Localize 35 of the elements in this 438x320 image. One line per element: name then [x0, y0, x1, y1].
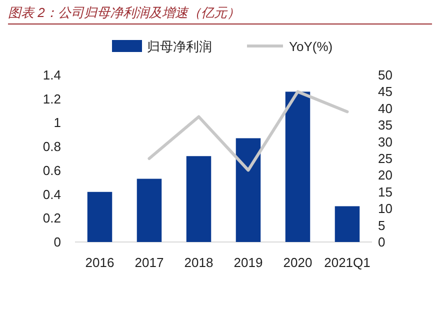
- line-series: [148, 90, 349, 172]
- chart-title: 图表 2：公司归母净利润及增速（亿元）: [8, 5, 240, 20]
- y-tick-label: 0.2: [42, 210, 61, 226]
- y-tick-label: 0.4: [42, 186, 61, 202]
- legend-label: YoY(%): [289, 39, 333, 54]
- bar: [87, 192, 112, 242]
- y2-tick-label: 10: [378, 201, 392, 216]
- x-tick-label: 2018: [184, 255, 214, 270]
- y2-tick-label: 20: [378, 168, 392, 183]
- bar: [236, 138, 261, 242]
- y2-tick-label: 40: [378, 100, 392, 116]
- x-tick-label: 2021Q1: [324, 255, 370, 270]
- y2-tick-label: 50: [378, 68, 392, 82]
- x-tick-label: 2019: [234, 255, 263, 270]
- legend-label: 归母净利润: [147, 39, 212, 54]
- y-tick-label: 1: [54, 115, 61, 130]
- y2-tick-label: 35: [378, 118, 392, 133]
- y-tick-label: 0: [54, 234, 61, 250]
- bar: [334, 206, 360, 242]
- x-tick-label: 2016: [85, 255, 114, 270]
- bar: [285, 92, 310, 242]
- y2-tick-label: 15: [378, 184, 392, 200]
- y-tick-label: 0.8: [42, 139, 61, 154]
- x-tick-label: 2017: [134, 255, 164, 270]
- bar: [136, 178, 162, 242]
- y2-tick-label: 5: [378, 218, 386, 233]
- y2-tick-label: 25: [378, 151, 392, 166]
- y-tick-label: 1.2: [42, 91, 61, 106]
- y2-tick-label: 45: [378, 84, 392, 100]
- y-tick-label: 0.6: [42, 162, 61, 178]
- y2-tick-label: 0: [378, 234, 386, 250]
- y2-tick-label: 30: [378, 134, 392, 150]
- bar: [186, 156, 212, 242]
- y-tick-label: 1.4: [42, 68, 61, 82]
- x-tick-label: 2020: [283, 255, 312, 270]
